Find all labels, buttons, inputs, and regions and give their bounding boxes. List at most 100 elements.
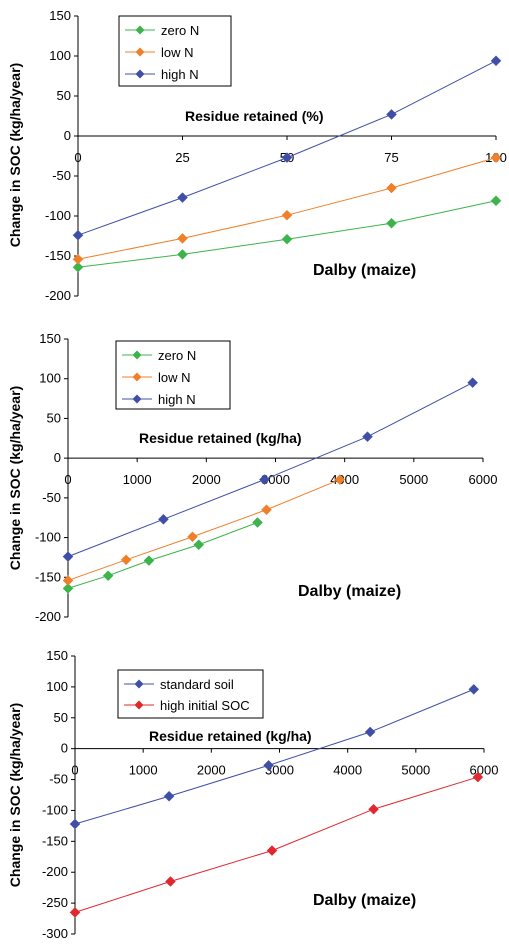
- y-tick-label: -100: [35, 530, 61, 545]
- site-annotation: Dalby (maize): [313, 262, 416, 279]
- y-tick-label: -50: [42, 490, 61, 505]
- legend-marker: [135, 47, 145, 57]
- legend-marker: [132, 394, 142, 404]
- legend-marker: [134, 679, 144, 689]
- data-point: [177, 249, 188, 260]
- data-point: [158, 513, 169, 525]
- x-tick-label: 0: [74, 150, 81, 165]
- legend: standard soil high initial SOC: [117, 669, 264, 719]
- y-tick-label: -150: [35, 569, 61, 584]
- data-point: [263, 759, 274, 771]
- data-point: [468, 684, 480, 695]
- y-tick-label: -150: [45, 248, 71, 263]
- y-tick-label: -200: [42, 864, 68, 879]
- y-tick-label: 150: [46, 648, 68, 663]
- y-tick-label: 50: [47, 410, 61, 425]
- data-point: [364, 726, 376, 738]
- y-tick-label: 100: [46, 679, 68, 694]
- data-point: [187, 531, 198, 543]
- data-point: [472, 771, 484, 783]
- data-point: [386, 109, 397, 120]
- legend-marker: [134, 700, 144, 710]
- x-axis-label: Residue retained (kg/ha): [149, 728, 312, 744]
- data-point: [362, 431, 373, 443]
- y-tick-label: -100: [42, 802, 68, 817]
- data-point: [386, 182, 397, 194]
- legend-label: zero N: [158, 348, 196, 363]
- legend-marker: [132, 350, 142, 360]
- legend-label: zero N: [161, 23, 199, 38]
- data-point: [193, 539, 205, 551]
- y-tick-label: -150: [42, 833, 68, 848]
- data-point: [62, 551, 74, 562]
- x-tick-label: 2000: [192, 472, 221, 487]
- legend-label: high N: [158, 392, 196, 407]
- y-tick-label: 50: [54, 710, 68, 725]
- x-tick-label: 0: [64, 472, 71, 487]
- data-point: [62, 575, 74, 586]
- legend-label: low N: [161, 45, 194, 60]
- x-tick-label: 5000: [399, 472, 428, 487]
- chart-panel-2: 150100500-50-100-150-2000100020003000400…: [7, 331, 497, 624]
- y-tick-label: 100: [39, 371, 61, 386]
- data-point: [62, 583, 74, 594]
- x-tick-label: 75: [384, 150, 398, 165]
- series-line: [67, 522, 258, 589]
- y-tick-label: 0: [61, 741, 68, 756]
- data-point: [72, 229, 84, 241]
- x-axis-label: Residue retained (%): [185, 108, 323, 124]
- legend-marker: [132, 372, 142, 382]
- data-point: [72, 261, 84, 273]
- legend-box: [117, 669, 264, 719]
- y-tick-label: 150: [49, 8, 71, 23]
- site-annotation: Dalby (maize): [298, 583, 401, 600]
- data-point: [490, 55, 502, 67]
- x-tick-label: 2000: [197, 763, 226, 778]
- data-point: [69, 818, 81, 830]
- y-tick-label: 0: [54, 450, 61, 465]
- x-tick-label: 6000: [469, 472, 498, 487]
- legend-label: high initial SOC: [160, 698, 250, 713]
- data-point: [252, 517, 263, 528]
- data-point: [72, 253, 84, 265]
- data-point: [102, 570, 114, 582]
- x-tick-label: 6000: [470, 763, 499, 778]
- site-annotation: Dalby (maize): [313, 892, 416, 909]
- data-point: [467, 377, 478, 389]
- y-axis-label: Change in SOC (kg/ha/year): [7, 703, 23, 887]
- data-point: [163, 790, 175, 802]
- x-tick-label: 1000: [129, 763, 158, 778]
- legend-label: high N: [161, 67, 199, 82]
- data-point: [368, 803, 379, 815]
- y-tick-label: -50: [52, 168, 71, 183]
- x-tick-label: 1000: [123, 472, 152, 487]
- y-tick-label: -200: [35, 609, 61, 624]
- x-tick-label: 4000: [333, 763, 362, 778]
- data-point: [69, 907, 81, 918]
- data-point: [165, 876, 176, 887]
- data-point: [143, 555, 155, 566]
- y-axis-label: Change in SOC (kg/ha/year): [7, 63, 23, 247]
- data-point: [281, 233, 293, 245]
- x-axis-label: Residue retained (kg/ha): [139, 430, 302, 446]
- y-tick-label: 150: [39, 331, 61, 346]
- series-line: [77, 60, 497, 236]
- legend: zero N low N high N: [115, 340, 231, 410]
- data-point: [120, 554, 132, 566]
- series-line: [67, 479, 341, 581]
- chart-panel-1: 150100500-50-100-150-2000255075100Change…: [7, 8, 507, 303]
- x-tick-label: 5000: [401, 763, 430, 778]
- y-tick-label: -200: [45, 288, 71, 303]
- x-tick-label: 0: [71, 763, 78, 778]
- data-point: [490, 152, 502, 163]
- data-point: [490, 195, 502, 207]
- legend-marker: [135, 69, 145, 79]
- data-point: [177, 233, 188, 244]
- y-tick-label: -250: [42, 895, 68, 910]
- y-tick-label: 50: [57, 88, 71, 103]
- data-point: [281, 209, 293, 221]
- data-point: [334, 474, 346, 485]
- x-tick-label: 25: [175, 150, 189, 165]
- legend: zero N low N high N: [118, 15, 232, 87]
